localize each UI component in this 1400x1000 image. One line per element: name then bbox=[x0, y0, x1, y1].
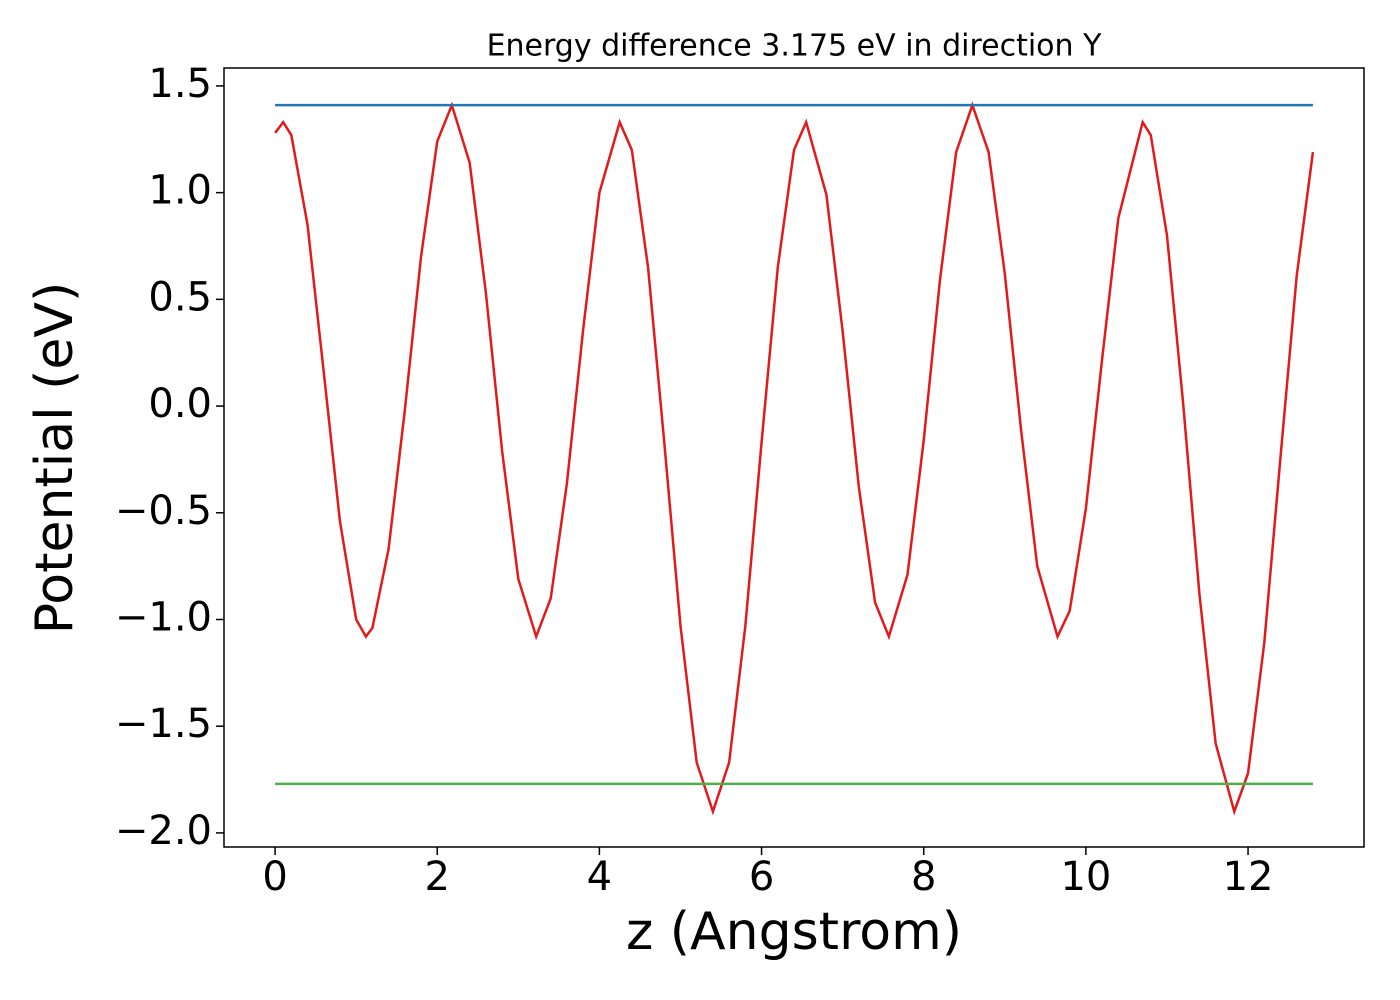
x-tick-label: 0 bbox=[262, 854, 287, 900]
x-tick-label: 10 bbox=[1060, 854, 1111, 900]
y-tick-label: −1.5 bbox=[115, 701, 212, 747]
y-tick-label: 1.0 bbox=[148, 168, 212, 214]
y-tick-label: −0.5 bbox=[115, 488, 212, 534]
y-tick-label: −2.0 bbox=[115, 808, 212, 854]
y-tick-label: 0.5 bbox=[148, 274, 212, 320]
y-tick-label: −1.0 bbox=[115, 594, 212, 640]
x-axis-label: z (Angstrom) bbox=[626, 902, 962, 962]
x-tick-label: 8 bbox=[911, 854, 936, 900]
x-tick-label: 12 bbox=[1223, 854, 1274, 900]
plot-frame bbox=[223, 67, 1365, 848]
chart-title: Energy difference 3.175 eV in direction … bbox=[487, 29, 1103, 64]
y-axis-label: Potential (eV) bbox=[25, 282, 85, 634]
x-tick-label: 6 bbox=[749, 854, 774, 900]
y-tick-label: 1.5 bbox=[148, 61, 212, 107]
x-tick-label: 4 bbox=[587, 854, 612, 900]
y-tick-label: 0.0 bbox=[148, 381, 212, 427]
x-tick-label: 2 bbox=[425, 854, 450, 900]
line bbox=[274, 101, 1315, 816]
